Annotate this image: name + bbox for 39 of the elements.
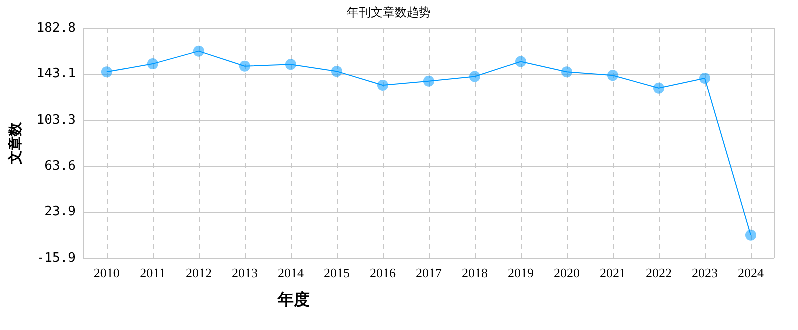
- x-tick-label: 2018: [462, 266, 488, 281]
- x-tick-label: 2010: [94, 266, 120, 281]
- y-axis-title: 文章数: [7, 121, 24, 166]
- x-tick-label: 2017: [416, 266, 442, 281]
- x-tick-label: 2021: [600, 266, 626, 281]
- x-tick-label: 2020: [554, 266, 580, 281]
- point: [147, 58, 158, 70]
- x-tick-label: 2024: [738, 266, 764, 281]
- point: [423, 76, 434, 87]
- y-tick-label: 182.8: [36, 20, 76, 36]
- x-tick-label: 2013: [232, 266, 258, 281]
- x-tick-label: 2019: [508, 266, 534, 281]
- x-tick-label: 2015: [324, 266, 350, 281]
- point: [101, 66, 112, 78]
- x-tick-label: 2012: [186, 266, 212, 281]
- y-tick-label: 23.9: [44, 204, 76, 220]
- point: [193, 46, 204, 57]
- point: [699, 73, 710, 84]
- point: [746, 230, 756, 241]
- point: [515, 56, 526, 68]
- x-tick-label: 2011: [140, 266, 166, 281]
- point: [607, 70, 618, 82]
- x-tick-label: 2014: [278, 266, 304, 281]
- point: [561, 66, 572, 78]
- x-tick-label: 2022: [646, 266, 672, 281]
- x-tick-label: 2023: [692, 266, 718, 281]
- y-tick-label: 143.1: [36, 66, 76, 82]
- point: [377, 80, 388, 91]
- y-tick-label: -15.9: [36, 250, 76, 266]
- point: [331, 66, 342, 78]
- point: [285, 59, 296, 70]
- point: [239, 60, 250, 72]
- point: [469, 71, 480, 82]
- y-tick-label: 63.6: [44, 158, 76, 174]
- x-axis-title: 年度: [278, 290, 310, 311]
- point: [653, 82, 664, 94]
- x-tick-label: 2016: [370, 266, 396, 281]
- chart-title: 年刊文章数趋势: [347, 5, 431, 20]
- y-tick-label: 103.3: [36, 112, 76, 128]
